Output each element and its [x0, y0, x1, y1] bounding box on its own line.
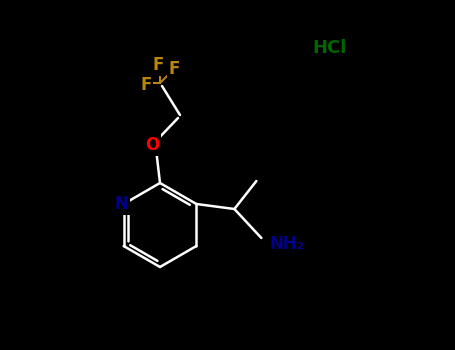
- Text: NH₂: NH₂: [269, 235, 304, 253]
- Text: F: F: [140, 76, 152, 94]
- Text: O: O: [145, 136, 159, 154]
- Text: N: N: [115, 195, 129, 213]
- Text: F: F: [152, 56, 164, 74]
- Text: HCl: HCl: [313, 39, 347, 57]
- Text: F: F: [168, 60, 180, 78]
